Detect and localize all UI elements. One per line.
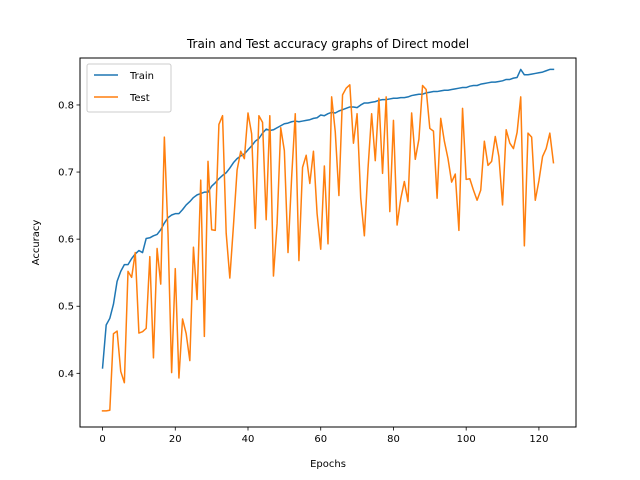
legend: Train Test — [86, 63, 172, 113]
chart-title: Train and Test accuracy graphs of Direct… — [186, 37, 469, 51]
x-tick-label: 40 — [242, 434, 255, 445]
y-axis-label: Accuracy — [31, 220, 42, 266]
y-axis-ticks: 0.4 0.5 0.6 0.7 0.8 — [58, 100, 80, 380]
x-axis-ticks: 0 20 40 60 80 100 120 — [99, 427, 548, 445]
series-layer — [101, 68, 555, 412]
y-tick-label: 0.8 — [58, 100, 74, 111]
x-tick-label: 20 — [169, 434, 182, 445]
y-tick-label: 0.7 — [58, 168, 74, 179]
x-tick-label: 100 — [457, 434, 476, 445]
x-tick-label: 120 — [529, 434, 548, 445]
legend-box — [86, 63, 172, 113]
plot-frame — [79, 57, 577, 428]
legend-test-label: Test — [129, 93, 150, 104]
legend-train-label: Train — [129, 71, 154, 82]
x-tick-label: 60 — [314, 434, 327, 445]
x-tick-label: 80 — [387, 434, 400, 445]
x-tick-label: 0 — [99, 434, 105, 445]
series-line-test — [101, 84, 555, 412]
series-line-train — [101, 68, 555, 369]
y-tick-label: 0.4 — [58, 369, 74, 380]
y-tick-label: 0.6 — [58, 235, 74, 246]
y-tick-label: 0.5 — [58, 302, 74, 313]
x-axis-label: Epochs — [310, 459, 346, 470]
